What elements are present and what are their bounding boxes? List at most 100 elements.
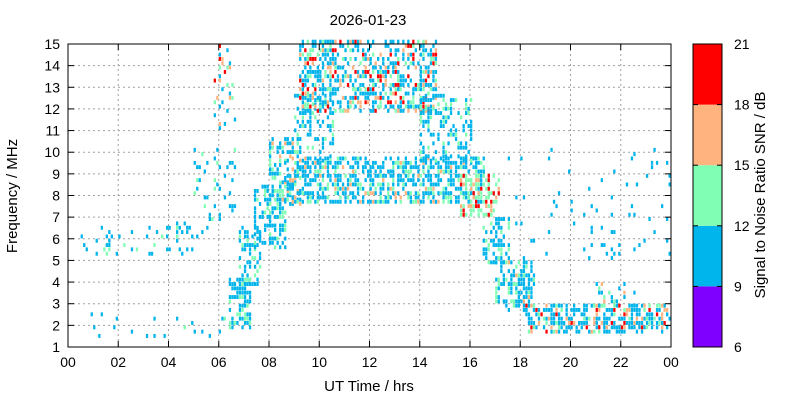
data-cell	[454, 98, 458, 102]
data-cell	[437, 191, 440, 196]
data-cell	[422, 70, 425, 74]
data-cell	[379, 173, 382, 178]
data-cell	[299, 145, 302, 150]
data-cell	[630, 321, 634, 325]
data-cell	[359, 186, 362, 191]
data-cell	[274, 163, 277, 167]
data-cell	[555, 312, 558, 317]
y-tick-label: 14	[44, 58, 60, 74]
data-cell	[256, 277, 259, 282]
data-cell	[261, 184, 264, 189]
colorbar-frame	[692, 43, 723, 348]
data-cell	[331, 87, 335, 92]
data-cell	[457, 145, 460, 150]
data-cell	[490, 212, 493, 217]
data-cell	[246, 316, 249, 321]
data-cell	[480, 186, 483, 191]
data-cell	[271, 236, 274, 241]
data-cell	[573, 312, 576, 317]
data-cell	[442, 141, 445, 146]
data-cell	[253, 232, 257, 237]
data-cell	[286, 189, 289, 193]
data-cell	[258, 202, 262, 206]
data-cell	[349, 48, 352, 53]
data-cell	[228, 204, 232, 209]
y-tick-label: 6	[52, 231, 60, 247]
data-cell	[344, 108, 347, 113]
data-cell	[334, 178, 337, 183]
data-cell	[492, 260, 495, 265]
data-cell	[595, 325, 598, 330]
data-cell	[459, 182, 463, 187]
data-cell	[228, 65, 232, 70]
data-cell	[497, 225, 500, 230]
data-cell	[419, 87, 422, 92]
data-cell	[424, 93, 428, 98]
data-cell	[329, 61, 332, 66]
data-cell	[309, 128, 312, 133]
data-cell	[341, 65, 345, 70]
data-cell	[306, 106, 309, 111]
data-cell	[429, 98, 433, 102]
data-cell	[256, 269, 259, 273]
data-cell	[399, 104, 402, 109]
data-cell	[480, 173, 483, 178]
data-cell	[457, 195, 460, 200]
data-cell	[485, 256, 488, 260]
data-cell	[434, 111, 438, 115]
data-cell	[648, 217, 651, 221]
data-cell	[407, 195, 410, 200]
data-cell	[610, 321, 613, 325]
data-cell	[231, 204, 234, 209]
data-cell	[346, 178, 350, 183]
data-cell	[412, 52, 415, 57]
data-cell	[530, 238, 533, 243]
data-cell	[181, 251, 184, 256]
data-cell	[650, 312, 654, 317]
data-cell	[648, 316, 651, 321]
data-cell	[490, 238, 493, 243]
data-cell	[228, 61, 232, 66]
data-cell	[497, 282, 500, 286]
data-cell	[326, 195, 330, 200]
data-cell	[231, 325, 234, 330]
data-cell	[319, 57, 322, 61]
data-cell	[482, 182, 485, 187]
data-cell	[545, 316, 548, 321]
data-cell	[492, 173, 495, 178]
data-cell	[356, 182, 360, 187]
data-cell	[248, 312, 252, 317]
data-cell	[316, 199, 319, 204]
data-cell	[429, 52, 433, 57]
data-cell	[258, 251, 262, 256]
data-cell	[193, 160, 196, 165]
data-cell	[422, 195, 425, 200]
data-cell	[465, 141, 468, 146]
data-cell	[552, 329, 556, 334]
data-cell	[236, 295, 239, 299]
data-cell	[276, 215, 279, 219]
data-cell	[362, 74, 365, 79]
data-cell	[354, 156, 357, 161]
data-cell	[404, 160, 407, 165]
data-cell	[507, 260, 510, 265]
data-cell	[442, 191, 445, 196]
data-cell	[515, 290, 518, 295]
data-cell	[284, 160, 287, 165]
data-cell	[422, 98, 425, 102]
data-cell	[407, 52, 410, 57]
data-cell	[108, 243, 111, 247]
data-cell	[432, 104, 435, 109]
data-cell	[555, 204, 558, 209]
data-cell	[605, 325, 608, 330]
data-cell	[309, 57, 312, 61]
data-cell	[565, 312, 568, 317]
data-cell	[304, 102, 307, 107]
data-cell	[661, 312, 664, 317]
data-cell	[427, 111, 430, 115]
data-cell	[568, 169, 571, 174]
data-cell	[311, 178, 314, 183]
data-cell	[284, 137, 287, 141]
data-cell	[356, 70, 360, 74]
y-tick-label: 15	[44, 36, 60, 52]
